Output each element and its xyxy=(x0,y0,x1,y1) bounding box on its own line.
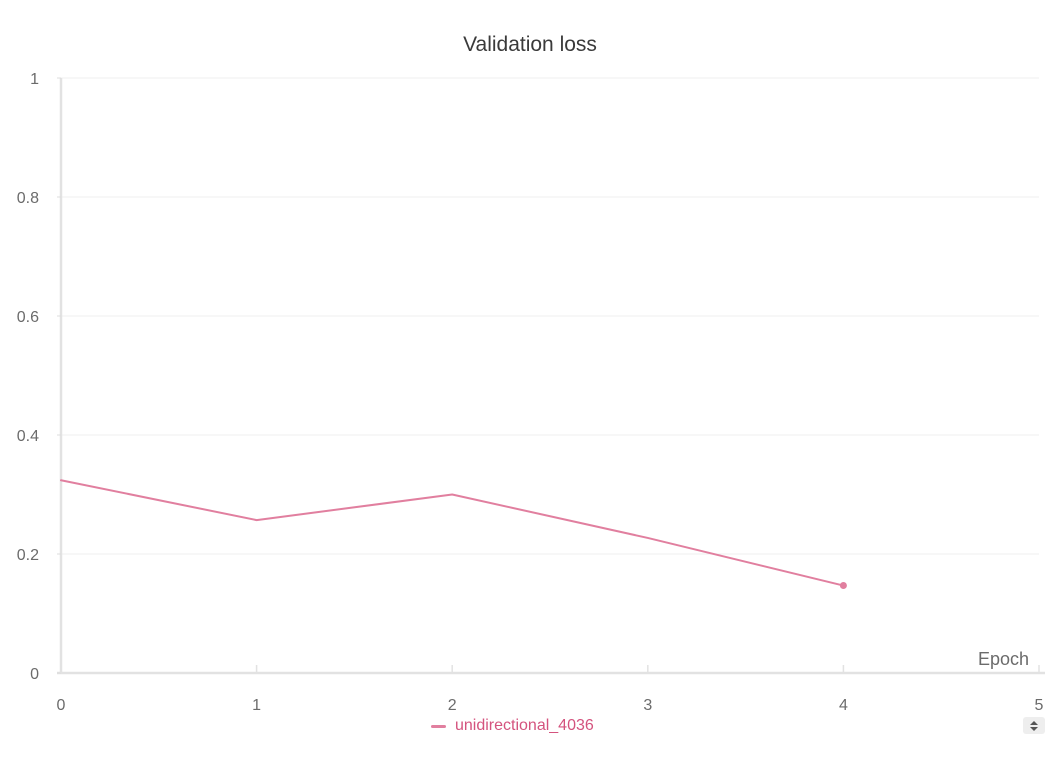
x-tick-label: 5 xyxy=(1035,697,1044,714)
x-tick-label: 0 xyxy=(57,697,66,714)
legend[interactable]: unidirectional_4036 xyxy=(431,716,594,736)
x-tick-label: 2 xyxy=(448,697,457,714)
y-tick-label: 0.2 xyxy=(17,547,39,564)
y-axis-ticks: 0 0.2 0.4 0.6 0.8 1 xyxy=(17,71,61,683)
y-tick-label: 1 xyxy=(30,71,39,88)
legend-scroll-button[interactable] xyxy=(1023,717,1045,734)
y-tick-label: 0 xyxy=(30,666,39,683)
x-axis-ticks: 0 1 2 3 4 5 xyxy=(57,665,1044,714)
up-down-arrows-icon xyxy=(1030,720,1038,731)
axes xyxy=(57,78,1045,675)
y-tick-label: 0.4 xyxy=(17,428,39,445)
x-tick-label: 3 xyxy=(643,697,652,714)
legend-label: unidirectional_4036 xyxy=(455,717,594,734)
legend-swatch xyxy=(431,724,446,728)
x-axis-title: Epoch xyxy=(978,649,1029,669)
chart-title: Validation loss xyxy=(463,33,597,56)
x-tick-label: 1 xyxy=(252,697,261,714)
series-layer xyxy=(60,479,847,590)
grid-lines xyxy=(61,77,1039,555)
y-tick-label: 0.6 xyxy=(17,309,39,326)
series-endpoint-marker[interactable] xyxy=(839,582,847,590)
x-tick-label: 4 xyxy=(839,697,848,714)
y-tick-label: 0.8 xyxy=(17,190,39,207)
series-line-unidirectional_4036[interactable] xyxy=(60,479,845,587)
